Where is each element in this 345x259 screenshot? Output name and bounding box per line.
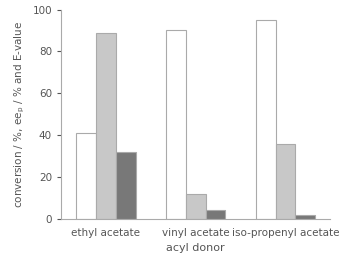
Bar bbox=[186, 194, 206, 219]
Bar bbox=[116, 152, 136, 219]
X-axis label: acyl donor: acyl donor bbox=[166, 243, 225, 254]
Bar bbox=[96, 33, 116, 219]
Y-axis label: conversion / %, ee$_\mathrm{p}$ / % and E-value: conversion / %, ee$_\mathrm{p}$ / % and … bbox=[12, 21, 27, 208]
Bar bbox=[166, 31, 186, 219]
Bar bbox=[276, 143, 295, 219]
Bar bbox=[256, 20, 276, 219]
Bar bbox=[206, 211, 225, 219]
Bar bbox=[295, 215, 315, 219]
Bar bbox=[76, 133, 96, 219]
